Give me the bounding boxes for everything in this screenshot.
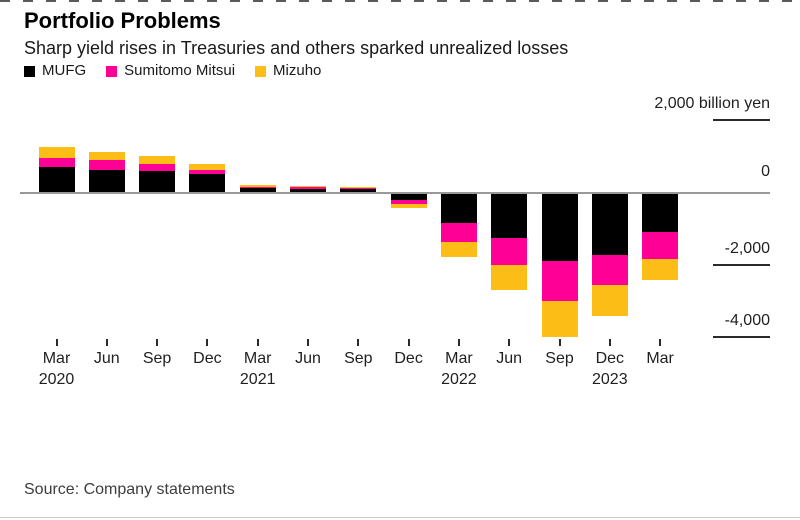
bar-segment-mizuho <box>139 156 176 165</box>
bar-segment-sumitomo-mitsui <box>440 223 477 242</box>
legend-label-sumitomo-mitsui: Sumitomo Mitsui <box>124 62 236 79</box>
bar-segment-mizuho <box>38 147 75 158</box>
bar-segment-mizuho <box>541 300 578 338</box>
x-axis-tick <box>55 339 58 346</box>
bar-segment-sumitomo-mitsui <box>290 187 326 189</box>
x-axis-label: Jun <box>496 350 523 367</box>
bar-segment-mufg <box>239 187 276 192</box>
bar-segment-mizuho <box>88 151 125 161</box>
bar-segment-sumitomo-mitsui <box>642 232 679 259</box>
bar-segment-mizuho <box>340 187 377 189</box>
legend-item-sumitomo-mitsui: Sumitomo Mitsui <box>106 63 235 79</box>
legend: MUFG Sumitomo Mitsui Mizuho <box>24 63 321 79</box>
bar-segment-mizuho <box>290 186 326 188</box>
x-axis-tick <box>457 339 460 346</box>
y-axis-tick <box>713 118 770 121</box>
bar-segment-sumitomo-mitsui <box>139 164 176 171</box>
chart-title: Portfolio Problems <box>24 8 221 33</box>
bar-segment-sumitomo-mitsui <box>88 160 125 170</box>
x-axis-tick <box>508 339 511 346</box>
bar-segment-mizuho <box>491 264 528 291</box>
x-axis-label: Mar <box>646 350 674 367</box>
bar-segment-mufg <box>491 194 528 238</box>
y-axis-label: -4,000 <box>724 312 770 329</box>
bar-segment-mufg <box>139 170 176 192</box>
bar-segment-mufg <box>642 194 679 233</box>
legend-swatch-mizuho <box>255 65 267 77</box>
x-axis-year-label: 2023 <box>592 371 628 388</box>
bar-segment-mizuho <box>390 203 427 209</box>
bar-segment-mufg <box>189 173 226 192</box>
x-axis-tick <box>357 339 360 346</box>
bar-segment-mufg <box>591 194 628 255</box>
source-note: Source: Company statements <box>24 481 235 498</box>
x-axis-label: Dec <box>394 350 423 367</box>
x-axis-tick <box>659 339 662 346</box>
chart-subtitle: Sharp yield rises in Treasuries and othe… <box>24 38 569 58</box>
y-axis-tick <box>713 263 770 266</box>
x-axis-year-label: 2020 <box>38 371 75 388</box>
bar-segment-sumitomo-mitsui <box>239 186 276 188</box>
bar-segment-mizuho <box>440 241 477 258</box>
bar-segment-sumitomo-mitsui <box>541 261 578 301</box>
x-axis-year-label: 2022 <box>441 371 477 388</box>
x-axis-tick <box>608 339 611 346</box>
legend-label-mizuho: Mizuho <box>273 62 322 79</box>
x-axis-label: Jun <box>93 350 120 367</box>
y-axis-label: 0 <box>761 163 770 180</box>
bar-segment-mizuho <box>591 284 628 317</box>
x-axis-tick <box>256 339 259 346</box>
bar-segment-mufg <box>38 166 75 192</box>
x-axis-tick <box>206 339 209 346</box>
x-axis-label: Dec <box>595 350 625 367</box>
x-axis-label: Mar <box>445 350 473 367</box>
bar-segment-mizuho <box>189 163 226 170</box>
legend-item-mizuho: Mizuho <box>255 63 321 79</box>
x-axis-label: Mar <box>42 350 71 367</box>
bar-segment-mizuho <box>239 185 276 187</box>
top-dashed-border <box>0 0 800 2</box>
x-axis-label: Dec <box>193 350 222 367</box>
zero-axis-line <box>20 192 770 194</box>
bar-segment-mufg <box>290 188 326 192</box>
x-axis-tick <box>407 339 410 346</box>
bar-segment-sumitomo-mitsui <box>390 200 427 204</box>
x-axis-tick <box>105 339 108 346</box>
legend-item-mufg: MUFG <box>24 63 86 79</box>
x-axis-tick <box>156 339 159 346</box>
x-axis-label: Sep <box>142 350 172 367</box>
bar-segment-sumitomo-mitsui <box>340 188 377 190</box>
x-axis-tick <box>307 339 309 346</box>
bar-segment-sumitomo-mitsui <box>189 169 226 174</box>
bar-segment-mufg <box>541 194 578 262</box>
bar-segment-mufg <box>390 194 427 201</box>
x-axis-label: Mar <box>243 350 272 367</box>
y-axis-tick <box>713 336 770 338</box>
bar-segment-mufg <box>440 194 477 223</box>
bar-segment-sumitomo-mitsui <box>491 237 528 265</box>
legend-swatch-mufg <box>24 65 35 77</box>
bar-segment-sumitomo-mitsui <box>591 254 628 285</box>
legend-swatch-sumitomo-mitsui <box>106 65 118 77</box>
x-axis-label: Sep <box>545 350 574 367</box>
bar-segment-mizuho <box>642 258 679 281</box>
bar-segment-sumitomo-mitsui <box>38 157 75 167</box>
bar-segment-mufg <box>340 189 377 192</box>
legend-label-mufg: MUFG <box>42 62 87 79</box>
x-axis-year-label: 2021 <box>239 371 276 388</box>
y-axis-label: 2,000 billion yen <box>654 94 770 112</box>
bottom-rule <box>0 517 800 518</box>
x-axis-tick <box>558 339 561 346</box>
x-axis-label: Jun <box>295 350 321 367</box>
y-axis-label: -2,000 <box>724 239 770 257</box>
x-axis-label: Sep <box>344 350 373 367</box>
chart-plot: 2,000 billion yen 0 -2,000 -4,000 Mar Jun Sep D… <box>20 89 770 401</box>
bar-segment-mufg <box>88 169 125 192</box>
